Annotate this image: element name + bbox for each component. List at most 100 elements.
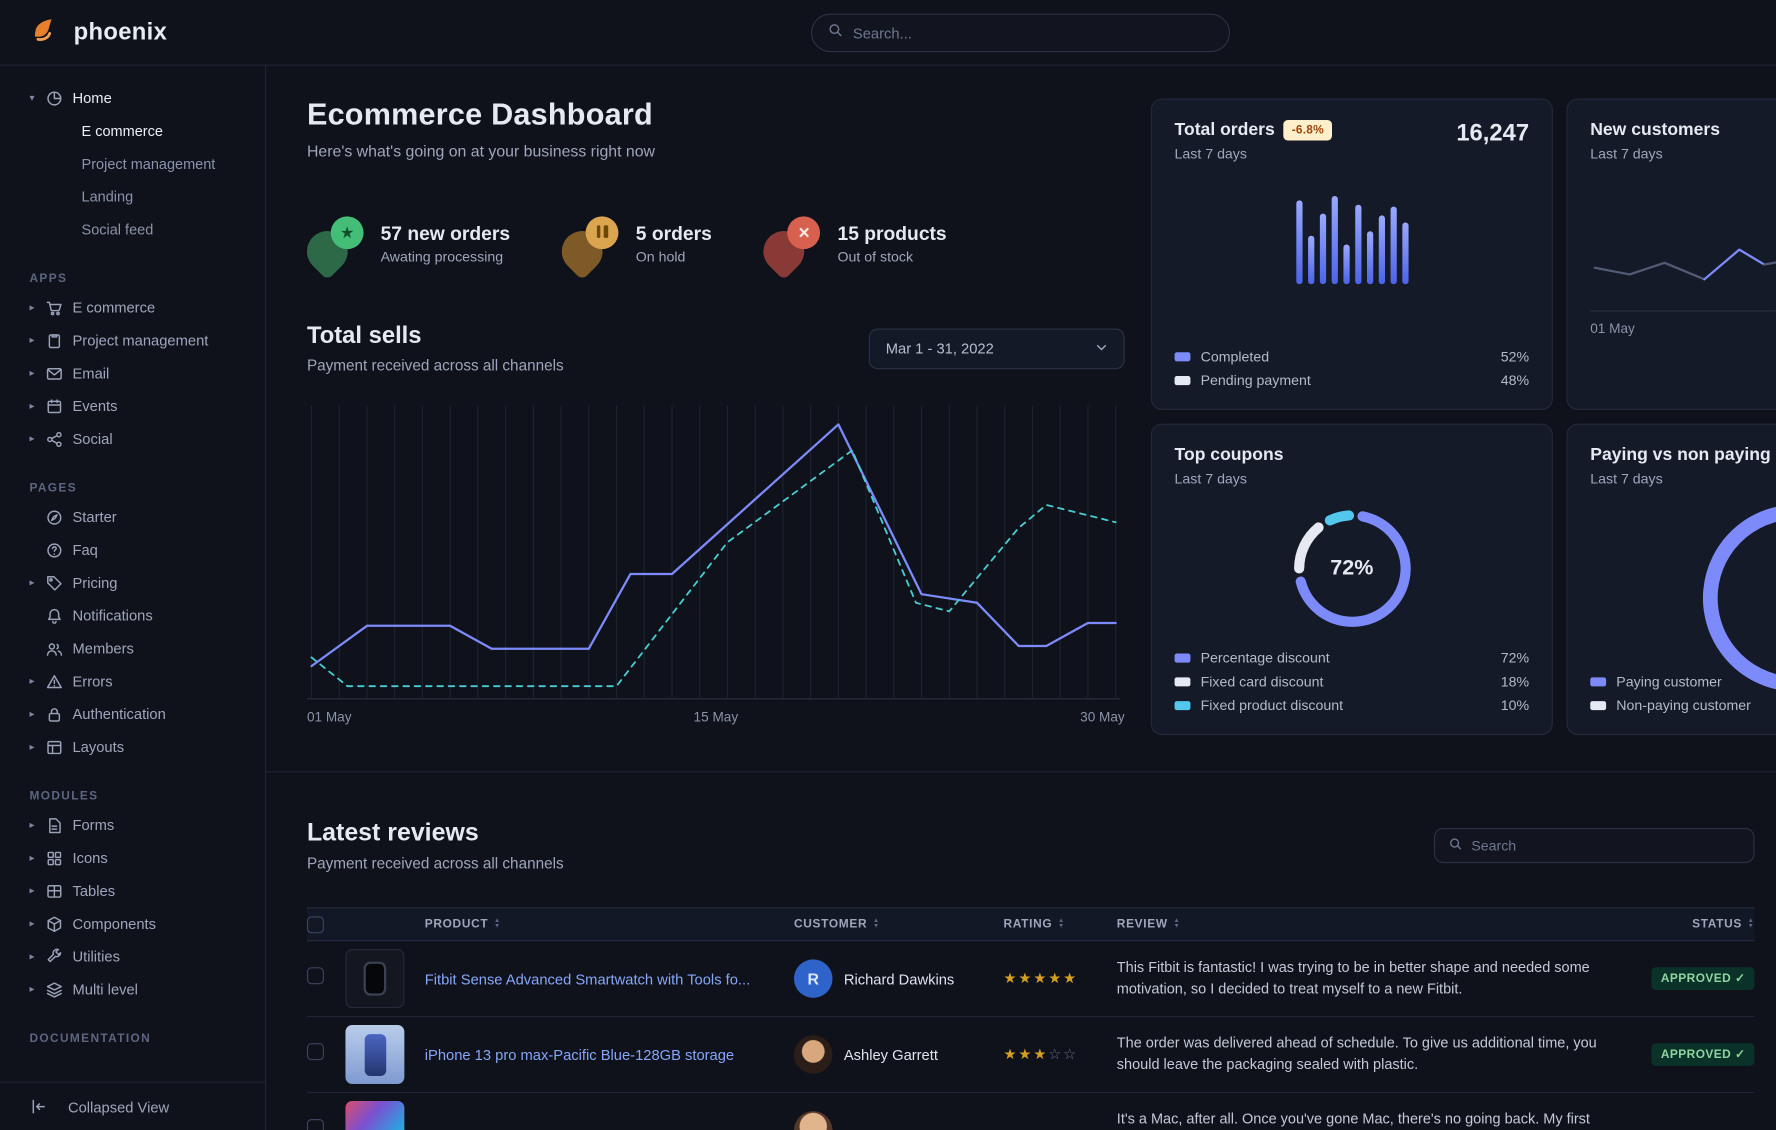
x-icon: × [798,221,810,243]
sidebar-item-label: Errors [72,672,113,690]
bell-icon [45,607,72,625]
legend-swatch [1174,677,1191,687]
sidebar-item-label: Tables [72,882,116,900]
on-hold-icon [553,214,621,281]
sidebar-item-ecommerce-app[interactable]: ▸ E commerce [0,291,265,324]
sidebar-item-forms[interactable]: ▸ Forms [0,809,265,842]
brand[interactable]: phoenix [0,12,167,52]
card-period: Last 7 days [1590,146,1663,162]
sidebar-item-notifications[interactable]: Notifications [0,599,265,632]
product-link[interactable]: iPhone 13 pro max-Pacific Blue-128GB sto… [424,1046,735,1063]
sidebar-item-label: Pricing [72,574,118,592]
sidebar-item-label: Starter [72,508,117,526]
sidebar-item-project-management[interactable]: ▸ Project management [0,324,265,357]
legend-item: Percentage discount 72% [1174,650,1529,666]
chevron-right-icon: ▸ [29,983,35,995]
table-row: Fitbit Sense Advanced Smartwatch with To… [306,941,1755,1018]
sidebar-item-label: Icons [72,849,108,867]
sidebar-item-label: Events [72,397,118,415]
top-coupons-card: Top coupons Last 7 days 72% Percentage d… [1150,423,1553,736]
sidebar-item-label: Forms [72,816,115,834]
sidebar-item-authentication[interactable]: ▸ Authentication [0,698,265,731]
global-search-input[interactable] [852,24,1214,42]
sidebar-item-members[interactable]: Members [0,632,265,665]
legend-item: Completed 52% [1174,349,1529,365]
donut-center-label: 72% [1330,556,1374,580]
global-search[interactable] [810,13,1231,53]
table-header-row: PRODUCT ▲ ▼ CUSTOMER ▲ ▼ RATING ▲ ▼ REVIEW ▲ ▼ S… [306,907,1755,942]
new-customers-card: New customers Last 7 days +26.5% 01 May [1566,98,1776,411]
layout-icon [45,738,72,756]
stat-new-orders: ★ 57 new orders Awating processing [298,214,510,281]
legend-label: Paying customer [1616,673,1722,690]
card-title: New customers [1590,120,1721,140]
collapsed-view-label: Collapsed View [67,1098,170,1116]
stat-value: 5 orders [635,222,712,245]
chevron-right-icon: ▸ [29,399,35,412]
lock-icon [45,705,72,723]
wrench-icon [45,947,72,965]
status-badge: APPROVED ✓ [1651,1043,1755,1066]
legend-label: Fixed product discount [1200,697,1344,714]
sidebar-subitem-ecommerce[interactable]: E commerce [81,122,163,140]
column-header-customer[interactable]: CUSTOMER ▲ ▼ [793,917,880,932]
sidebar-subitem-social-feed[interactable]: Social feed [81,220,154,238]
sidebar-item-email[interactable]: ▸ Email [0,357,265,390]
sidebar-item-faq[interactable]: Faq [0,533,265,566]
column-header-status[interactable]: STATUS ▲ ▼ [1692,917,1755,932]
stat-value: 15 products [837,222,947,245]
column-header-product[interactable]: PRODUCT ▲ ▼ [424,917,501,932]
sidebar-item-starter[interactable]: Starter [0,501,265,534]
reviews-search-input[interactable] [1471,837,1740,854]
chevron-right-icon: ▸ [29,334,35,346]
column-header-review[interactable]: REVIEW ▲ ▼ [1116,917,1181,932]
select-all-checkbox[interactable] [306,915,324,933]
legend-value: 18% [1500,673,1530,690]
share-nodes-icon [45,430,72,448]
sidebar-item-tables[interactable]: ▸ Tables [0,874,265,907]
latest-reviews-section: Latest reviews Payment received across a… [266,771,1776,1130]
clipboard-icon [45,331,72,349]
sidebar-subitem-landing[interactable]: Landing [81,188,134,206]
chevron-right-icon: ▸ [29,818,35,831]
sidebar-item-home[interactable]: ▾ Home [0,82,265,115]
customer-name: Richard Dawkins [843,970,955,988]
legend-value: 48% [1500,372,1530,389]
sidebar-item-pricing[interactable]: ▸ Pricing [0,566,265,599]
tag-icon [45,574,72,592]
date-range-select[interactable]: Mar 1 - 31, 2022 [868,327,1125,369]
reviews-search[interactable] [1433,827,1755,864]
top-navbar: phoenix [0,0,1776,66]
column-header-rating[interactable]: RATING ▲ ▼ [1003,917,1065,932]
compass-icon [45,508,72,526]
sidebar-item-errors[interactable]: ▸ Errors [0,665,265,698]
sidebar-item-label: Members [72,639,134,657]
top-coupons-donut: 72% [1286,503,1417,634]
row-checkbox[interactable] [306,1119,324,1130]
product-link[interactable]: Fitbit Sense Advanced Smartwatch with To… [424,970,751,988]
sidebar-item-events[interactable]: ▸ Events [0,390,265,423]
sidebar-item-components[interactable]: ▸ Components [0,907,265,940]
sidebar-item-multi-level[interactable]: ▸ Multi level [0,973,265,1006]
kpi-cards: Total orders -6.8% Last 7 days 16,247 Co… [1150,98,1776,736]
sidebar-item-social[interactable]: ▸ Social [0,422,265,455]
sidebar-item-utilities[interactable]: ▸ Utilities [0,940,265,973]
sidebar-item-layouts[interactable]: ▸ Layouts [0,731,265,764]
total-orders-bar-chart [1293,191,1411,285]
total-orders-value: 16,247 [1456,120,1530,147]
sidebar-subitem-project-management[interactable]: Project management [81,155,216,173]
sort-icon: ▲ ▼ [493,917,501,930]
legend-label: Non-paying customer [1616,697,1751,714]
envelope-icon [45,364,72,382]
sidebar-item-label: Utilities [72,948,120,966]
rating-stars: ★★★☆☆ [1003,1045,1079,1063]
calendar-icon [45,397,72,415]
reviews-table: PRODUCT ▲ ▼ CUSTOMER ▲ ▼ RATING ▲ ▼ REVIEW ▲ ▼ S… [306,907,1755,1130]
pause-icon [595,223,610,243]
total-sells-subtitle: Payment received across all channels [306,356,564,374]
collapsed-view-toggle[interactable]: Collapsed View [0,1081,266,1130]
sidebar-item-icons[interactable]: ▸ Icons [0,842,265,875]
row-checkbox[interactable] [306,967,324,985]
row-checkbox[interactable] [306,1043,324,1061]
